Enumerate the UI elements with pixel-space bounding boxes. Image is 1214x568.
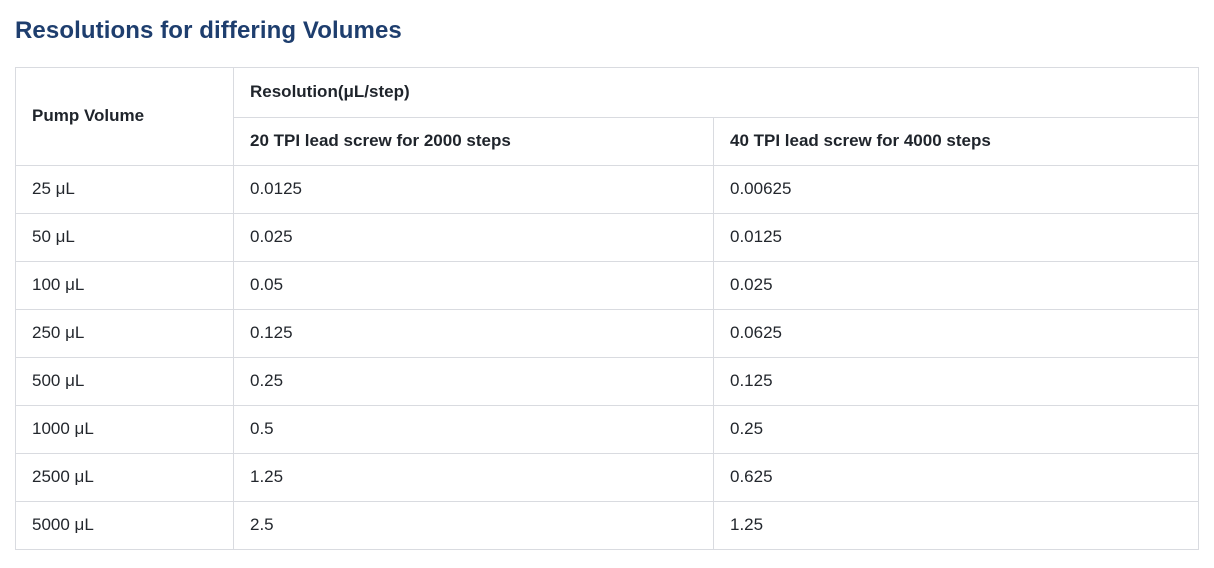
pump-volume-cell: 1000 μL — [15, 405, 234, 454]
resolution-40tpi-cell: 0.025 — [713, 261, 1199, 310]
resolution-40tpi-cell: 1.25 — [713, 501, 1199, 550]
resolution-20tpi-cell: 2.5 — [233, 501, 714, 550]
header-row-sub: 20 TPI lead screw for 2000 steps 40 TPI … — [16, 117, 1199, 166]
header-20tpi-column: 20 TPI lead screw for 2000 steps — [233, 117, 714, 166]
table-row: 50 μL 0.025 0.0125 — [15, 213, 1199, 262]
resolution-40tpi-cell: 0.625 — [713, 453, 1199, 502]
header-pump-volume: Pump Volume — [15, 67, 234, 166]
resolution-40tpi-cell: 0.0625 — [713, 309, 1199, 358]
resolution-20tpi-cell: 0.05 — [233, 261, 714, 310]
table-row: 2500 μL 1.25 0.625 — [15, 453, 1199, 502]
header-row-group: Pump Volume Resolution(μL/step) — [15, 67, 1199, 166]
pump-volume-cell: 25 μL — [15, 165, 234, 214]
pump-volume-cell: 100 μL — [15, 261, 234, 310]
table-row: 1000 μL 0.5 0.25 — [15, 405, 1199, 454]
table-row: 500 μL 0.25 0.125 — [15, 357, 1199, 406]
table-row: 5000 μL 2.5 1.25 — [15, 501, 1199, 550]
resolution-20tpi-cell: 0.0125 — [233, 165, 714, 214]
pump-volume-cell: 2500 μL — [15, 453, 234, 502]
resolution-40tpi-cell: 0.125 — [713, 357, 1199, 406]
page-title: Resolutions for differing Volumes — [15, 17, 402, 44]
table-row: 250 μL 0.125 0.0625 — [15, 309, 1199, 358]
resolution-40tpi-cell: 0.25 — [713, 405, 1199, 454]
resolution-20tpi-cell: 0.125 — [233, 309, 714, 358]
resolutions-table: Pump Volume Resolution(μL/step) 20 TPI l… — [15, 67, 1199, 550]
pump-volume-cell: 250 μL — [15, 309, 234, 358]
pump-volume-cell: 50 μL — [15, 213, 234, 262]
resolution-20tpi-cell: 0.5 — [233, 405, 714, 454]
resolution-40tpi-cell: 0.00625 — [713, 165, 1199, 214]
header-resolution-group: Resolution(μL/step) — [233, 67, 1199, 118]
resolution-20tpi-cell: 1.25 — [233, 453, 714, 502]
header-40tpi-column: 40 TPI lead screw for 4000 steps — [713, 117, 1199, 166]
pump-volume-cell: 500 μL — [15, 357, 234, 406]
table-row: 25 μL 0.0125 0.00625 — [15, 165, 1199, 214]
pump-volume-cell: 5000 μL — [15, 501, 234, 550]
table-row: 100 μL 0.05 0.025 — [15, 261, 1199, 310]
table-body: 25 μL 0.0125 0.00625 50 μL 0.025 0.0125 … — [15, 165, 1199, 550]
resolution-20tpi-cell: 0.025 — [233, 213, 714, 262]
table-header: Pump Volume Resolution(μL/step) 20 TPI l… — [15, 67, 1199, 166]
resolution-40tpi-cell: 0.0125 — [713, 213, 1199, 262]
resolution-20tpi-cell: 0.25 — [233, 357, 714, 406]
